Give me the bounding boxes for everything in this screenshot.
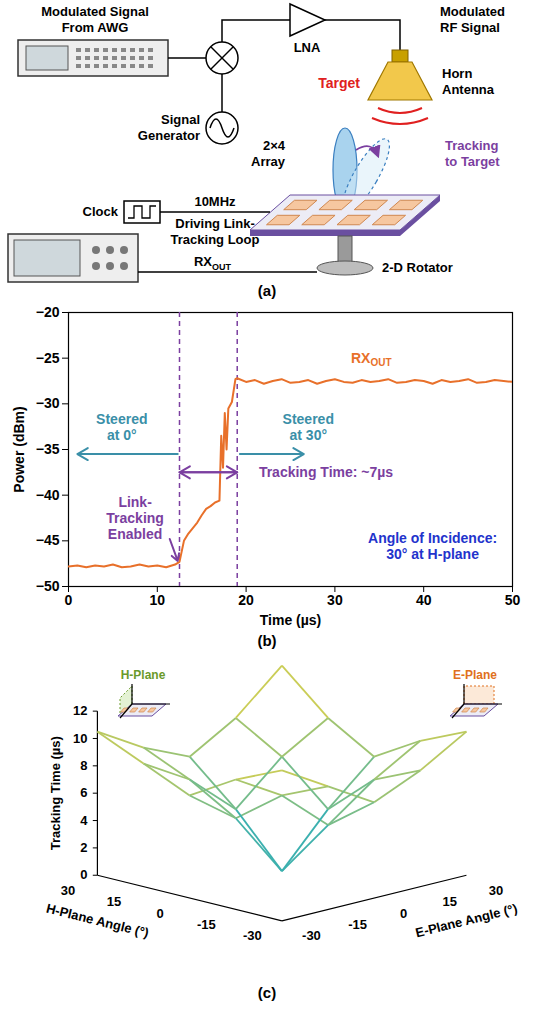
svg-text:2×4: 2×4 — [263, 138, 286, 153]
svg-text:(a): (a) — [258, 282, 276, 299]
html-text:E-Plane: E-Plane — [453, 668, 497, 682]
svg-text:Time (µs): Time (µs) — [260, 612, 322, 628]
svg-text:Angle of Incidence:30° at H-pl: Angle of Incidence:30° at H-plane — [368, 530, 497, 562]
svg-text:−20: −20 — [36, 304, 60, 320]
svg-text:10: 10 — [73, 731, 87, 746]
svg-text:−45: −45 — [36, 532, 60, 548]
svg-text:OUT: OUT — [370, 357, 391, 368]
svg-text:Steeredat 30°: Steeredat 30° — [283, 411, 334, 443]
svg-text:RF Signal: RF Signal — [440, 20, 500, 35]
svg-text:Antenna: Antenna — [442, 82, 495, 97]
svg-text:-15: -15 — [348, 917, 367, 932]
svg-text:Signal: Signal — [161, 112, 200, 127]
svg-text:Generator: Generator — [138, 128, 200, 143]
svg-text:Target: Target — [318, 75, 360, 91]
svg-text:Modulated: Modulated — [440, 4, 505, 19]
svg-text:H-Plane Angle (°): H-Plane Angle (°) — [45, 901, 151, 941]
svg-text:0: 0 — [157, 905, 164, 920]
svg-text:2-D Rotator: 2-D Rotator — [382, 260, 453, 275]
svg-text:RX: RX — [351, 350, 371, 366]
svg-text:0: 0 — [400, 905, 407, 920]
svg-text:20: 20 — [238, 592, 254, 608]
svg-text:Array: Array — [251, 154, 286, 169]
svg-text:30: 30 — [327, 592, 343, 608]
svg-text:50: 50 — [505, 592, 521, 608]
svg-text:Tracking: Tracking — [445, 138, 499, 153]
svg-text:LNA: LNA — [294, 40, 321, 55]
svg-text:30: 30 — [61, 883, 75, 898]
svg-text:E-Plane Angle (°): E-Plane Angle (°) — [414, 901, 519, 941]
svg-text:Power (dBm): Power (dBm) — [11, 406, 27, 492]
svg-text:10: 10 — [150, 592, 166, 608]
svg-text:-30: -30 — [302, 928, 321, 943]
svg-text:40: 40 — [416, 592, 432, 608]
svg-text:15: 15 — [107, 894, 121, 909]
svg-text:Tracking Time (µs): Tracking Time (µs) — [48, 736, 63, 850]
svg-text:Tracking Time: ~7µs: Tracking Time: ~7µs — [259, 464, 393, 480]
svg-text:8: 8 — [80, 758, 87, 773]
svg-text:OUT: OUT — [212, 262, 232, 272]
svg-text:Tracking Loop: Tracking Loop — [171, 232, 260, 247]
svg-text:2: 2 — [80, 840, 87, 855]
html-text:H-Plane: H-Plane — [120, 668, 166, 682]
svg-text:From AWG: From AWG — [62, 20, 129, 35]
svg-text:Clock: Clock — [83, 204, 119, 219]
svg-text:to Target: to Target — [445, 154, 500, 169]
svg-text:12: 12 — [73, 703, 87, 718]
svg-text:−25: −25 — [36, 350, 60, 366]
svg-text:−30: −30 — [36, 395, 60, 411]
svg-text:-15: -15 — [197, 917, 216, 932]
svg-text:−35: −35 — [36, 441, 60, 457]
svg-text:Link-TrackingEnabled: Link-TrackingEnabled — [106, 494, 164, 542]
svg-text:0: 0 — [65, 592, 73, 608]
svg-text:30: 30 — [489, 883, 503, 898]
svg-text:Steeredat 0°: Steeredat 0° — [96, 411, 147, 443]
svg-text:15: 15 — [443, 894, 457, 909]
svg-text:4: 4 — [80, 813, 88, 828]
svg-text:6: 6 — [80, 785, 87, 800]
svg-text:-30: -30 — [243, 928, 262, 943]
svg-text:−50: −50 — [36, 578, 60, 594]
svg-text:RX: RX — [194, 254, 212, 269]
svg-text:0: 0 — [80, 867, 87, 882]
svg-text:10MHz: 10MHz — [194, 194, 236, 209]
html-text:(b): (b) — [257, 632, 277, 649]
svg-text:−40: −40 — [36, 487, 60, 503]
svg-text:Modulated Signal: Modulated Signal — [41, 4, 149, 19]
html-text:(c): (c) — [257, 984, 277, 1001]
svg-text:Driving Link-: Driving Link- — [175, 216, 254, 231]
svg-text:Horn: Horn — [442, 66, 472, 81]
